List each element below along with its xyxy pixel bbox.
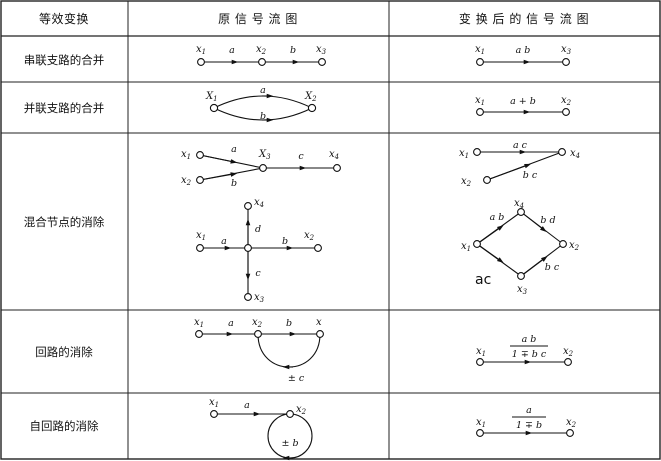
loop-trans-numerator: a b [522,334,537,345]
mixed-orig-a-node-x3: X3 [258,149,271,161]
header-equivalent-transform: 等效变换 [39,11,89,26]
loop-original-graph [195,330,324,370]
loop-orig-feedback-gain: ± c [288,373,305,384]
series-orig-node-x1: x1 [196,44,206,56]
mixed-orig-b-node-x1: x1 [196,230,206,242]
mixed-orig-b-gain-a: a [221,236,227,247]
mixed-trans-a-gain-bc: b c [523,170,538,181]
mixed-transformed-a-graph [473,148,566,184]
loop-trans-node-x1: x1 [476,346,486,358]
self-loop-trans-node-x2: x2 [566,417,577,429]
mixed-transformed-b-graph [473,208,567,280]
mixed-orig-a-gain-a: a [231,144,237,155]
mixed-trans-b-node-x4: x4 [514,198,524,210]
series-original-graph [197,58,326,66]
series-orig-node-x3: x3 [316,44,327,56]
parallel-orig-node-x2: X2 [304,91,317,103]
loop-trans-denominator: 1 ∓ b c [512,349,547,360]
series-trans-node-x1: x1 [475,44,485,56]
mixed-trans-b-gain-ab: a b [490,212,505,223]
loop-orig-node-x: x [316,317,322,328]
mixed-original-a-graph [196,151,341,184]
mixed-orig-a-gain-c: c [298,151,304,162]
parallel-trans-node-x2: x2 [561,95,572,107]
self-loop-trans-numerator: a [526,405,532,416]
parallel-trans-node-x1: x1 [475,95,485,107]
self-loop-transformed-graph [476,416,574,437]
loop-orig-node-x2: x2 [252,317,263,329]
parallel-orig-gain-a: a [260,85,266,96]
self-loop-orig-node-x2: x2 [296,404,307,416]
header-transformed-graph: 变 换 后 的 信 号 流 图 [459,11,589,26]
header-original-graph: 原 信 号 流 图 [218,12,298,26]
self-loop-trans-node-x1: x1 [476,417,486,429]
mixed-orig-a-gain-b: b [231,178,237,189]
mixed-orig-b-gain-d: d [255,224,261,235]
mixed-trans-b-node-x3: x3 [517,284,528,296]
loop-orig-gain-b: b [286,318,292,329]
self-loop-orig-feedback-gain: ± b [281,438,298,449]
loop-orig-node-x1: x1 [194,317,204,329]
mixed-trans-b-node-x2: x2 [569,240,580,252]
mixed-trans-b-node-x1: x1 [461,241,471,253]
mixed-orig-b-node-x4: x4 [254,197,264,209]
mixed-trans-a-node-x1: x1 [459,148,469,160]
mixed-trans-b-gain-ac: ac [475,272,491,288]
mixed-orig-a-node-x2: x2 [181,175,192,187]
mixed-trans-a-node-x4: x4 [570,148,580,160]
row-label-loop: 回路的消除 [35,345,93,359]
mixed-trans-b-gain-bc: b c [545,262,560,273]
loop-transformed-graph [476,345,572,366]
self-loop-orig-node-x1: x1 [209,397,219,409]
mixed-trans-a-node-x2: x2 [461,176,472,188]
mixed-orig-a-node-x1: x1 [181,149,191,161]
mixed-orig-b-gain-c: c [255,268,261,279]
loop-trans-node-x2: x2 [563,346,574,358]
series-orig-gain-b: b [290,45,296,56]
mixed-trans-a-gain-ac: a c [513,140,528,151]
mixed-orig-b-node-x3: x3 [254,292,265,304]
series-orig-node-x2: x2 [256,44,267,56]
parallel-orig-gain-b: b [260,111,266,122]
mixed-trans-b-gain-bd: b d [540,215,555,226]
mixed-orig-a-node-x4: x4 [329,149,339,161]
parallel-original-graph [209,93,317,123]
row-label-self-loop: 自回路的消除 [30,419,99,433]
self-loop-original-graph [210,410,313,461]
row-label-parallel: 并联支路的合并 [24,101,105,115]
series-trans-gain-ab: a b [516,45,531,56]
self-loop-trans-denominator: 1 ∓ b [516,420,542,431]
parallel-trans-gain-aplusb: a + b [510,96,536,107]
mixed-orig-b-gain-b: b [282,236,288,247]
mixed-orig-b-node-x2: x2 [304,230,315,242]
row-label-mixed-node: 混合节点的消除 [24,215,105,229]
mixed-original-b-graph [196,202,322,301]
parallel-transformed-graph [476,108,570,116]
parallel-orig-node-x1: X1 [205,91,218,103]
self-loop-orig-gain-a: a [244,400,250,411]
series-transformed-graph [476,58,570,66]
row-label-series: 串联支路的合并 [24,53,105,67]
series-trans-node-x3: x3 [561,44,572,56]
series-orig-gain-a: a [229,45,235,56]
loop-orig-gain-a: a [228,318,234,329]
